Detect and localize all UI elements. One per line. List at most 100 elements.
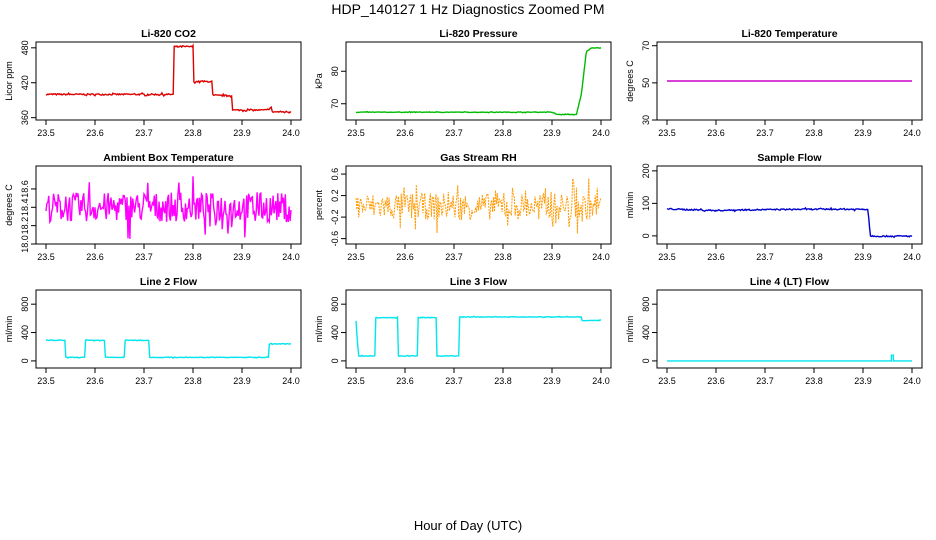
y-tick-label: 480 — [20, 40, 30, 55]
x-tick-label: 23.8 — [805, 252, 823, 262]
y-axis-label: ml/min — [314, 316, 324, 343]
x-tick-label: 23.5 — [347, 128, 365, 138]
x-tick-label: 23.6 — [396, 252, 414, 262]
y-tick-label: 80 — [330, 66, 340, 76]
y-axis-label: ml/min — [625, 192, 635, 219]
panel-title: Line 3 Flow — [450, 276, 508, 288]
y-tick-label: 18.0 — [20, 235, 30, 253]
x-tick-label: 24.0 — [903, 376, 921, 386]
y-tick-label: 70 — [641, 41, 651, 51]
x-tick-label: 23.9 — [854, 376, 872, 386]
y-tick-label: 100 — [641, 196, 651, 211]
plot-frame — [35, 289, 302, 369]
x-tick-label: 24.0 — [592, 376, 610, 386]
panel-title: Li-820 CO2 — [141, 28, 196, 40]
panel-title: Li-820 Temperature — [741, 28, 837, 40]
x-tick-label: 24.0 — [592, 128, 610, 138]
y-tick-label: 0.2 — [330, 189, 340, 202]
y-tick-label: -0.6 — [330, 231, 340, 247]
x-tick-label: 23.9 — [543, 128, 561, 138]
y-tick-label: 18.2 — [20, 217, 30, 235]
y-axis-label: degrees C — [625, 60, 635, 102]
x-tick-label: 23.9 — [233, 376, 251, 386]
series-line — [355, 178, 602, 234]
y-tick-label: 18.4 — [20, 199, 30, 217]
y-tick-label: 0.6 — [330, 168, 340, 181]
y-tick-label: 420 — [20, 75, 30, 90]
x-tick-label: 23.7 — [135, 128, 153, 138]
y-tick-label: -0.2 — [330, 209, 340, 225]
series-line — [355, 46, 602, 116]
x-tick-label: 24.0 — [903, 128, 921, 138]
x-tick-label: 24.0 — [282, 128, 300, 138]
x-tick-label: 23.7 — [445, 252, 463, 262]
panel-1: Li-820 CO2 23.5 23.6 23.7 23.8 23.9 24.0 360 420… — [4, 28, 302, 138]
series-line — [45, 339, 292, 359]
panel-6: Sample Flow 23.5 23.6 23.7 23.8 23.9 24.0 0 100 2… — [625, 152, 923, 262]
x-tick-label: 23.6 — [86, 128, 104, 138]
x-tick-label: 23.7 — [445, 128, 463, 138]
plot-frame — [345, 165, 612, 245]
y-tick-label: 70 — [330, 99, 340, 109]
panel-9: Line 4 (LT) Flow 23.5 23.6 23.7 23.8 23.9 24.0… — [625, 276, 923, 386]
x-tick-label: 23.8 — [184, 376, 202, 386]
plot-frame — [656, 165, 923, 245]
y-tick-label: 18.6 — [20, 180, 30, 198]
panel-4: Ambient Box Temperature 23.5 23.6 23.7 23.8 2… — [4, 152, 302, 262]
y-tick-label: 30 — [641, 115, 651, 125]
y-tick-label: 50 — [641, 78, 651, 88]
x-tick-label: 23.7 — [756, 376, 774, 386]
x-tick-label: 23.9 — [854, 128, 872, 138]
plot-frame — [35, 165, 302, 245]
y-tick-label: 0 — [641, 233, 651, 238]
x-tick-label: 24.0 — [282, 252, 300, 262]
y-axis-label: ml/min — [4, 316, 14, 343]
x-tick-label: 23.6 — [707, 128, 725, 138]
x-tick-label: 23.9 — [233, 252, 251, 262]
series-line — [355, 315, 602, 358]
x-tick-label: 23.5 — [658, 252, 676, 262]
x-tick-label: 23.7 — [756, 252, 774, 262]
x-tick-label: 23.7 — [135, 252, 153, 262]
series-line — [45, 176, 292, 239]
x-tick-label: 23.9 — [854, 252, 872, 262]
y-tick-label: 0 — [330, 358, 340, 363]
x-tick-label: 23.8 — [184, 128, 202, 138]
x-tick-label: 23.7 — [445, 376, 463, 386]
x-tick-label: 23.8 — [494, 128, 512, 138]
panel-2: Li-820 Pressure 23.5 23.6 23.7 23.8 23.9 24.0 7… — [314, 28, 612, 138]
x-axis-label: Hour of Day (UTC) — [413, 518, 523, 533]
x-tick-label: 23.7 — [135, 376, 153, 386]
y-axis-label: kPa — [314, 73, 324, 89]
x-tick-label: 23.9 — [543, 376, 561, 386]
panel-title: Sample Flow — [757, 152, 822, 164]
y-tick-label: 400 — [641, 325, 651, 340]
x-tick-label: 23.9 — [543, 252, 561, 262]
y-tick-label: 800 — [20, 297, 30, 312]
panel-title: Line 4 (LT) Flow — [750, 276, 830, 288]
x-tick-label: 23.5 — [347, 376, 365, 386]
plot-frame — [35, 41, 302, 121]
panel-5: Gas Stream RH 23.5 23.6 23.7 23.8 23.9 24.0 -0.… — [314, 152, 612, 262]
x-tick-label: 23.9 — [233, 128, 251, 138]
y-tick-label: 360 — [20, 110, 30, 125]
y-tick-label: 200 — [641, 163, 651, 178]
x-tick-label: 23.6 — [86, 252, 104, 262]
x-tick-label: 23.8 — [494, 376, 512, 386]
x-tick-label: 23.8 — [494, 252, 512, 262]
y-axis-label: percent — [314, 189, 324, 220]
panel-3: Li-820 Temperature 23.5 23.6 23.7 23.8 23.9 24… — [625, 28, 923, 138]
panel-title: Li-820 Pressure — [439, 28, 517, 40]
x-tick-label: 23.6 — [707, 252, 725, 262]
x-tick-label: 23.6 — [86, 376, 104, 386]
plot-frame — [656, 41, 923, 121]
x-tick-label: 24.0 — [592, 252, 610, 262]
plot-frame — [345, 41, 612, 121]
y-tick-label: 800 — [330, 297, 340, 312]
plot-frame — [656, 289, 923, 369]
y-tick-label: 400 — [20, 325, 30, 340]
y-axis-label: ml/min — [625, 316, 635, 343]
x-tick-label: 24.0 — [903, 252, 921, 262]
plot-frame — [345, 289, 612, 369]
